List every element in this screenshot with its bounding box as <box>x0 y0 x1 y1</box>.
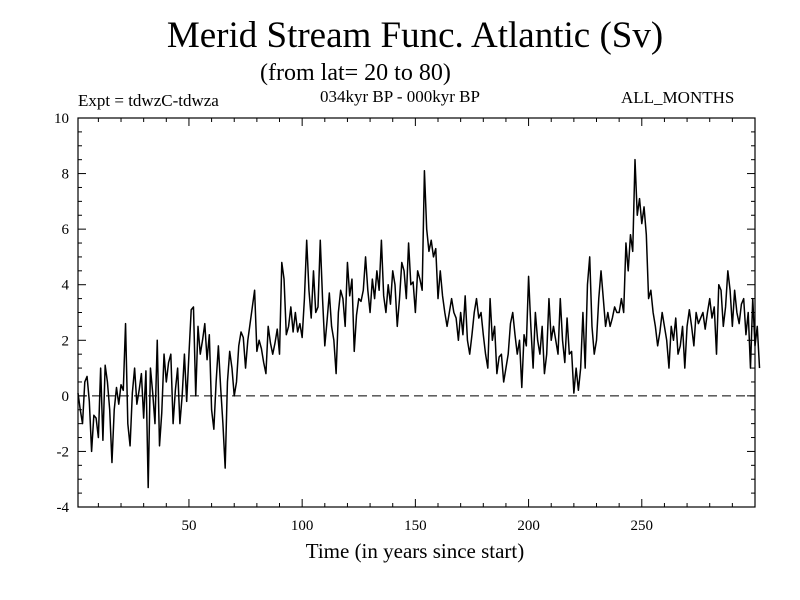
series-layer <box>77 158 761 489</box>
months-label: ALL_MONTHS <box>621 88 735 107</box>
experiment-label: Expt = tdwzC-tdwza <box>78 91 219 110</box>
y-tick-label: 4 <box>62 278 70 294</box>
x-tick-label: 250 <box>631 518 654 534</box>
x-tick-label: 50 <box>181 518 196 534</box>
x-tick-label: 200 <box>517 518 540 534</box>
y-tick-label: 2 <box>62 333 70 349</box>
y-tick-label: 10 <box>54 111 69 127</box>
plot-frame <box>77 117 756 508</box>
chart-title: Merid Stream Func. Atlantic (Sv) <box>166 15 664 56</box>
series-line <box>77 158 761 489</box>
y-tick-label: -4 <box>57 500 70 516</box>
x-axis-label: Time (in years since start) <box>305 539 525 563</box>
y-tick-label: 6 <box>62 222 70 238</box>
period-label: 034kyr BP - 000kyr BP <box>320 87 480 106</box>
tick-layer: -4 -2 0 2 4 6 8 10 50 100 150 200 250 <box>54 111 756 534</box>
y-tick-label: 8 <box>62 167 70 183</box>
x-tick-label: 150 <box>404 518 427 534</box>
x-tick-label: 100 <box>291 518 314 534</box>
y-tick-label: 0 <box>62 389 70 405</box>
chart-subtitle: (from lat= 20 to 80) <box>260 60 451 86</box>
y-tick-label: -2 <box>57 444 70 460</box>
